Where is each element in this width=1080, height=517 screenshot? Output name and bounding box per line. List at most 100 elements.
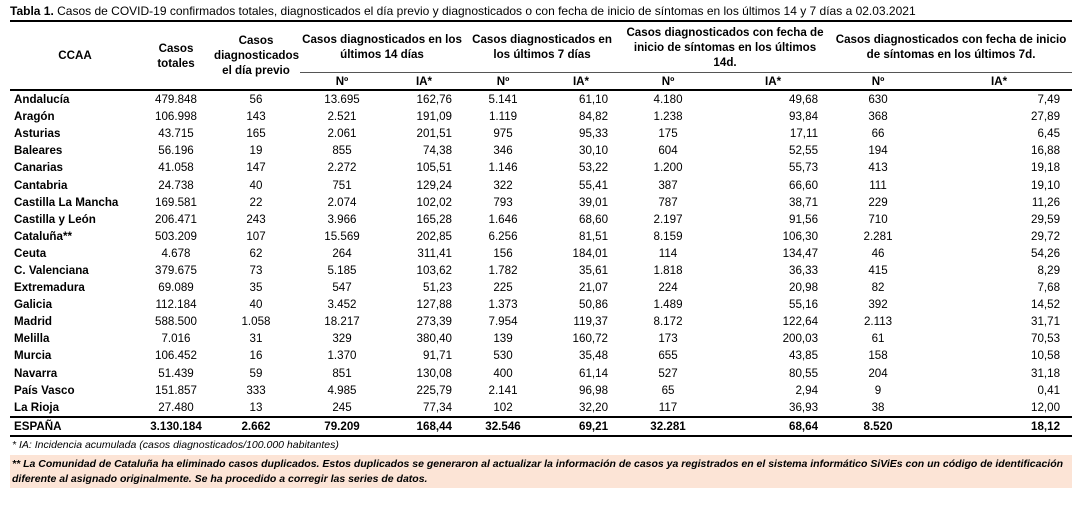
table-cell: 201,51 bbox=[416, 127, 453, 141]
header-ultimos-7-dias: Casos diagnosticados en los últimos 7 dí… bbox=[464, 22, 621, 73]
table-cell: 59 bbox=[249, 366, 263, 380]
table-cell: 503.209 bbox=[155, 229, 197, 243]
table-cell: 547 bbox=[332, 281, 352, 295]
table-cell: 1.058 bbox=[241, 315, 271, 329]
table-cell: 5.141 bbox=[488, 93, 518, 107]
table-cell: 169.581 bbox=[155, 195, 197, 209]
table-cell: 29,59 bbox=[1031, 212, 1061, 226]
table-cell: 130,08 bbox=[416, 366, 453, 380]
table-row: Canarias 41.058 147 2.272 105,51 1.146 53,22 1.… bbox=[10, 159, 1072, 176]
table-cell: 102,02 bbox=[416, 195, 453, 209]
table-cell: 36,93 bbox=[789, 400, 819, 414]
header-ccaa: CCAA bbox=[10, 22, 140, 91]
table-cell: 55,41 bbox=[579, 178, 609, 192]
table-cell: 392 bbox=[868, 298, 888, 312]
table-cell: 27.480 bbox=[158, 400, 194, 414]
table-cell: 32,20 bbox=[579, 400, 609, 414]
table-cell: 79.209 bbox=[300, 415, 384, 437]
table-cell: 8.172 bbox=[653, 315, 683, 329]
table-cell: 160,72 bbox=[572, 332, 609, 346]
table-cell: 380,40 bbox=[416, 332, 453, 346]
table-cell: 1.119 bbox=[488, 110, 518, 124]
table-cell: 333 bbox=[246, 383, 266, 397]
table-cell: 158 bbox=[868, 349, 888, 363]
table-cell: 127,88 bbox=[416, 298, 453, 312]
table-row: Aragón 106.998 143 2.521 191,09 1.119 84,82 1.2… bbox=[10, 108, 1072, 125]
table-cell: 264 bbox=[332, 246, 352, 260]
table-cell: 68,60 bbox=[579, 212, 609, 226]
table-cell: 206.471 bbox=[155, 212, 197, 226]
table-cell: 106,30 bbox=[782, 229, 819, 243]
table-cell: 400 bbox=[493, 366, 513, 380]
table-cell: 13 bbox=[249, 400, 263, 414]
table-cell: 55,16 bbox=[789, 298, 819, 312]
table-cell: 114 bbox=[658, 246, 678, 260]
table-cell: 229 bbox=[868, 195, 888, 209]
table-cell: 111 bbox=[869, 178, 887, 192]
table-cell: 3.452 bbox=[327, 298, 357, 312]
table-cell: 52,55 bbox=[789, 144, 819, 158]
row-ccaa-name: La Rioja bbox=[14, 400, 60, 414]
subheader-ia: IA* bbox=[542, 72, 621, 91]
table-row: Castilla La Mancha 169.581 22 2.074 102,02 79… bbox=[10, 194, 1072, 211]
table-cell: 243 bbox=[246, 212, 266, 226]
table-cell: 787 bbox=[658, 195, 678, 209]
row-ccaa-name: C. Valenciana bbox=[14, 263, 89, 277]
table-cell: 68,64 bbox=[716, 415, 831, 437]
table-cell: 245 bbox=[332, 400, 352, 414]
table-cell: 35,48 bbox=[579, 349, 609, 363]
table-cell: 2.197 bbox=[653, 212, 683, 226]
table-cell: 19 bbox=[249, 144, 263, 158]
table-cell: 80,55 bbox=[789, 366, 819, 380]
table-cell: 93,84 bbox=[789, 110, 819, 124]
table-cell: 91,71 bbox=[423, 349, 453, 363]
table-row: Baleares 56.196 19 855 74,38 346 30,10 604 52,55… bbox=[10, 142, 1072, 159]
table-cell: 41.058 bbox=[158, 161, 194, 175]
table-cell: 630 bbox=[868, 93, 888, 107]
table-cell: 129,24 bbox=[416, 178, 453, 192]
table-cell: 851 bbox=[332, 366, 352, 380]
footnote-cataluna: ** La Comunidad de Cataluña ha eliminado… bbox=[10, 454, 1072, 488]
table-cell: 530 bbox=[493, 349, 513, 363]
table-cell: 95,33 bbox=[579, 127, 609, 141]
table-cell: 40 bbox=[249, 298, 263, 312]
table-cell: 710 bbox=[868, 212, 888, 226]
table-cell: 122,64 bbox=[782, 315, 819, 329]
table-cell: 51.439 bbox=[158, 366, 194, 380]
table-cell: 202,85 bbox=[416, 229, 453, 243]
table-cell: 0,41 bbox=[1037, 383, 1061, 397]
table-cell: 2,94 bbox=[795, 383, 819, 397]
table-cell: 151.857 bbox=[155, 383, 197, 397]
total-row-espana: ESPAÑA 3.130.184 2.662 79.209 168,44 32.546 69… bbox=[10, 415, 1073, 437]
table-cell: 204 bbox=[868, 366, 888, 380]
header-dia-previo: Casos diagnosticados el día previo bbox=[212, 22, 300, 91]
table-cell: 134,47 bbox=[782, 246, 819, 260]
table-cell: 61 bbox=[871, 332, 885, 346]
table-cell: 8.520 bbox=[830, 415, 927, 437]
table-cell: 31,18 bbox=[1031, 366, 1061, 380]
table-cell: 527 bbox=[658, 366, 678, 380]
table-row: Ceuta 4.678 62 264 311,41 156 184,01 114 134,47 4… bbox=[10, 245, 1072, 262]
table-row: Asturias 43.715 165 2.061 201,51 975 95,33 175 1… bbox=[10, 125, 1072, 142]
table-cell: 224 bbox=[658, 281, 678, 295]
table-cell: 751 bbox=[332, 178, 352, 192]
subheader-ia: IA* bbox=[384, 72, 465, 91]
table-cell: 46 bbox=[871, 246, 885, 260]
row-ccaa-name: Navarra bbox=[14, 366, 58, 380]
table-cell: 1.818 bbox=[653, 263, 683, 277]
table-cell: 604 bbox=[658, 144, 678, 158]
table-cell: 2.074 bbox=[327, 195, 357, 209]
table-cell: 3.966 bbox=[327, 212, 357, 226]
table-cell: 387 bbox=[658, 178, 678, 192]
table-cell: 112.184 bbox=[155, 298, 197, 312]
table-cell: 147 bbox=[246, 161, 266, 175]
table-caption: Tabla 1. Casos de COVID-19 confirmados t… bbox=[10, 4, 1072, 22]
table-cell: 14,52 bbox=[1031, 298, 1061, 312]
table-cell: 184,01 bbox=[572, 246, 609, 260]
table-cell: 162,76 bbox=[416, 93, 453, 107]
table-cell: 16,88 bbox=[1031, 144, 1061, 158]
table-cell: 49,68 bbox=[789, 93, 819, 107]
header-sintomas-7d: Casos diagnosticados con fecha de inicio… bbox=[830, 22, 1073, 73]
table-cell: 6,45 bbox=[1037, 127, 1061, 141]
table-cell: 103,62 bbox=[416, 263, 453, 277]
